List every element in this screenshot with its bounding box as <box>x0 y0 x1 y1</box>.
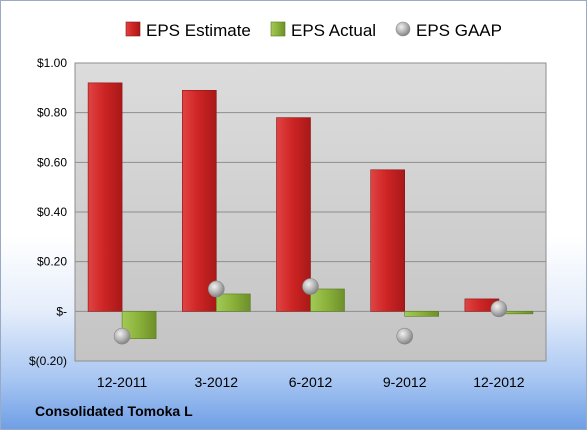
plot-border <box>74 62 547 362</box>
y-axis-ticks: $(0.20) $- $0.20 $0.40 $0.60 $0.80 $1.00 <box>29 56 67 368</box>
legend: EPS Estimate EPS Actual EPS GAAP <box>125 21 502 40</box>
y-tick-label: $0.80 <box>37 106 67 120</box>
legend-swatch <box>270 21 286 37</box>
legend-swatch <box>125 21 141 37</box>
bars <box>87 82 534 339</box>
marker-eps-gaap <box>490 300 508 318</box>
y-tick-label: $(0.20) <box>29 354 67 368</box>
y-tick-label: $1.00 <box>37 56 67 70</box>
legend-swatch <box>395 21 411 37</box>
bar-eps-estimate <box>370 169 406 312</box>
marker-eps-gaap <box>396 327 414 345</box>
marker-eps-gaap <box>208 280 225 298</box>
x-tick-label: 12-2012 <box>473 374 525 390</box>
y-tick-label: $- <box>56 304 67 318</box>
company-name: Consolidated Tomoka L <box>35 403 193 419</box>
bar-eps-actual <box>404 311 440 317</box>
gaap-markers <box>113 278 508 345</box>
bar-eps-actual <box>216 293 251 312</box>
marker-eps-gaap <box>302 278 319 295</box>
legend-label: EPS Estimate <box>146 21 251 40</box>
x-tick-label: 6-2012 <box>289 374 333 390</box>
legend-label: EPS Actual <box>291 21 376 40</box>
x-tick-label: 3-2012 <box>195 374 239 390</box>
bar-eps-estimate <box>276 117 311 312</box>
x-axis-ticks: 12-2011 3-2012 6-2012 9-2012 12-2012 <box>97 374 525 390</box>
bar-eps-estimate <box>87 82 123 312</box>
y-tick-label: $0.20 <box>37 255 67 269</box>
y-tick-label: $0.60 <box>37 155 67 169</box>
legend-label: EPS GAAP <box>416 21 502 40</box>
x-tick-label: 9-2012 <box>383 374 427 390</box>
bar-eps-estimate <box>182 90 217 312</box>
x-tick-label: 12-2011 <box>97 374 148 390</box>
marker-eps-gaap <box>113 327 131 345</box>
bar-eps-actual <box>310 288 345 312</box>
y-tick-label: $0.40 <box>37 205 67 219</box>
